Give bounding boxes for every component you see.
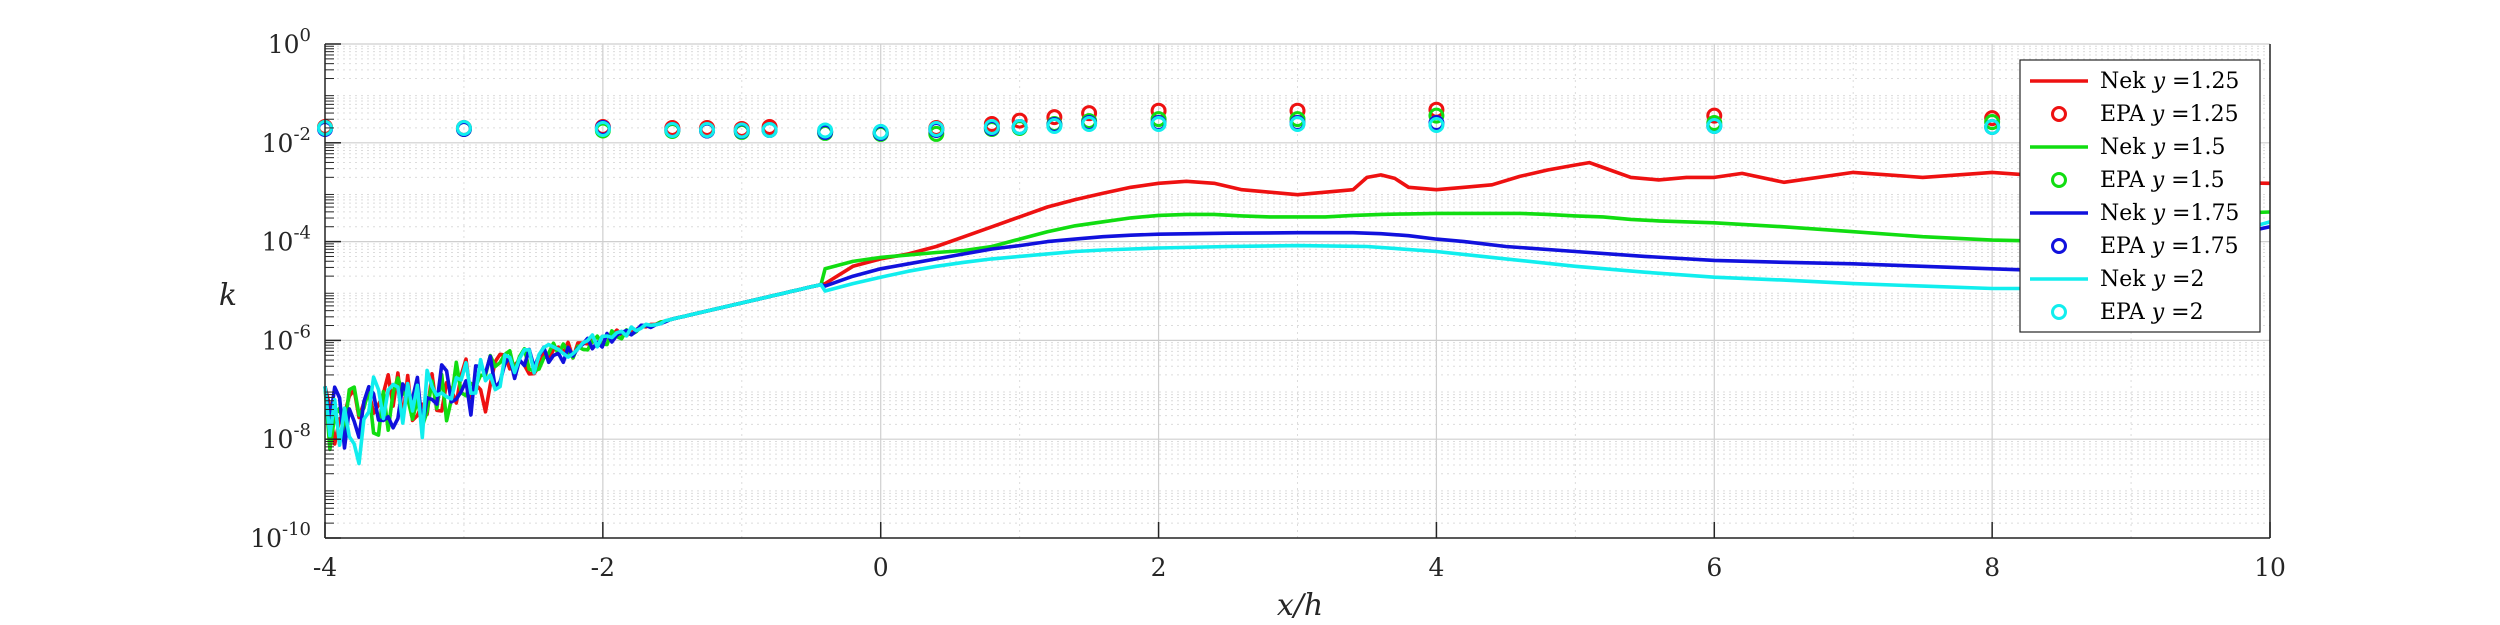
y-tick-label: 10-4	[262, 223, 311, 257]
x-tick-label: 2	[1151, 553, 1167, 582]
data-point-marker	[1428, 107, 1445, 124]
legend-entry-label: EPA y =2	[2100, 300, 2204, 325]
data-point-marker	[1428, 117, 1445, 134]
data-point-marker	[1011, 118, 1028, 135]
legend-box	[2019, 59, 2261, 333]
legend-entry-label: Nek y =1.5	[2100, 135, 2225, 160]
y-tick-label: 10-6	[262, 321, 311, 355]
legend-marker-swatch	[2051, 238, 2067, 254]
data-point-marker	[1081, 105, 1098, 122]
data-point-marker	[983, 118, 1000, 135]
data-point-marker	[455, 119, 472, 136]
legend-marker-swatch	[2051, 106, 2067, 122]
data-point-marker	[761, 121, 778, 138]
data-point-marker	[733, 122, 750, 139]
legend-marker-swatch	[2051, 304, 2067, 320]
minor-grid	[325, 44, 2270, 538]
x-tick-label: -4	[313, 553, 337, 582]
data-point-marker	[928, 120, 945, 137]
legend-entry-label: EPA y =1.75	[2100, 234, 2239, 259]
axes-layer	[324, 43, 2271, 539]
x-tick-label: 8	[1984, 553, 2000, 582]
tick-labels: 100 10-2 10-4 10-6 10-8 10-10-4 -2 0 2 4 6 8 10	[250, 25, 2286, 582]
legend-entry-label: EPA y =1.5	[2100, 168, 2225, 193]
series-layer	[317, 101, 2271, 466]
data-point-marker	[1706, 118, 1723, 135]
legend: Nek y =1.25 EPA y =1.25 Nek y =1.5 EPA y =1…	[2019, 59, 2261, 333]
legend-marker-swatch	[2051, 172, 2067, 188]
y-tick-label: 10-8	[262, 420, 311, 454]
legend-entry-label: Nek y =1.75	[2100, 201, 2239, 226]
x-tick-label: 4	[1428, 553, 1444, 582]
data-point-marker	[594, 120, 611, 137]
data-point-marker	[872, 123, 889, 140]
data-point-marker	[664, 121, 681, 138]
x-tick-label: 0	[873, 553, 889, 582]
data-point-marker	[699, 121, 716, 138]
data-point-marker	[1984, 114, 2001, 131]
y-tick-label: 10-10	[250, 519, 311, 553]
y-axis-label: k	[219, 278, 237, 313]
y-tick-label: 100	[268, 25, 311, 59]
x-tick-label: 10	[2254, 553, 2286, 582]
data-point-marker	[1150, 116, 1167, 133]
data-point-marker	[1046, 118, 1063, 135]
data-point-marker	[817, 122, 834, 139]
x-tick-label: -2	[591, 553, 615, 582]
data-point-marker	[1706, 107, 1723, 124]
legend-entry-label: Nek y =2	[2100, 267, 2204, 292]
data-point-marker	[1046, 109, 1063, 126]
data-point-marker	[1011, 112, 1028, 129]
legend-entry-label: EPA y =1.25	[2100, 102, 2239, 127]
x-axis-label: x/h	[1277, 588, 1323, 623]
data-point-marker	[1984, 118, 2001, 135]
series-line-y-2	[323, 220, 2271, 466]
data-point-marker	[1081, 116, 1098, 133]
data-point-marker	[1289, 116, 1306, 133]
x-tick-label: 6	[1706, 553, 1722, 582]
y-tick-label: 10-2	[262, 124, 311, 158]
legend-entry-label: Nek y =1.25	[2100, 69, 2239, 94]
